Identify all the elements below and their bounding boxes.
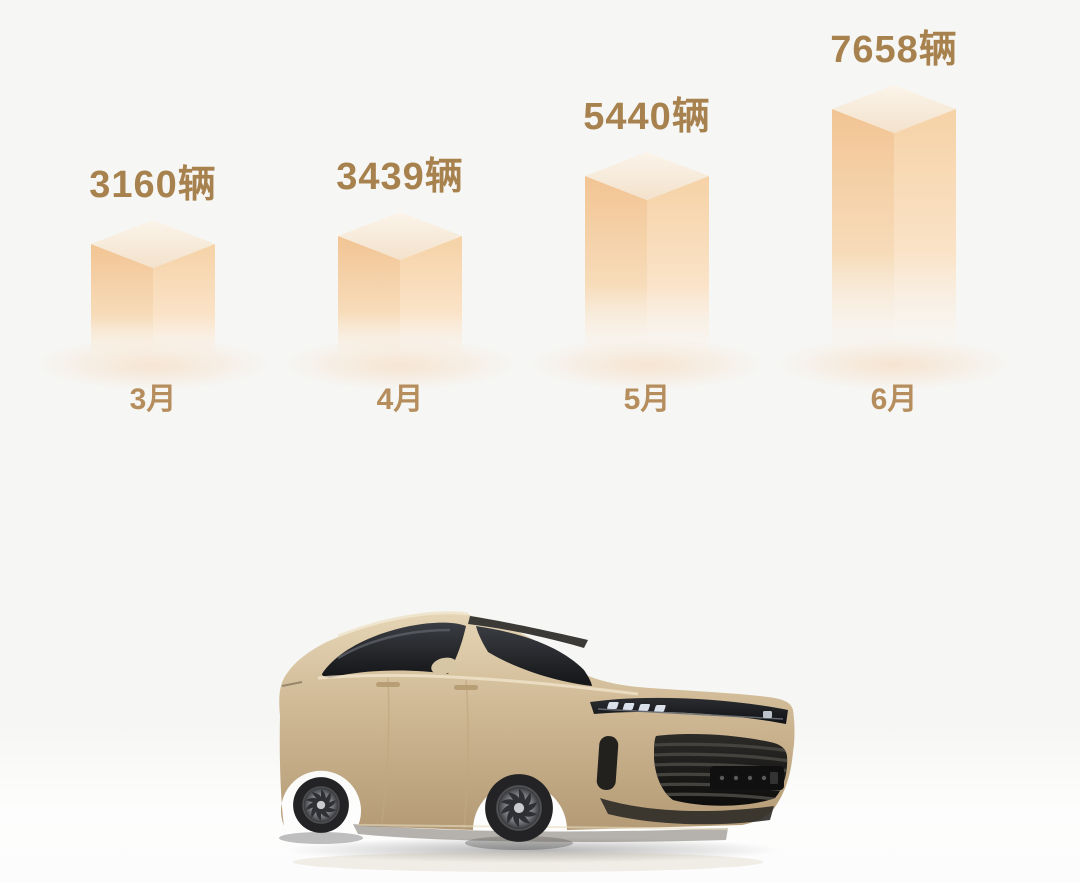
bar-month-label: 5月 xyxy=(623,383,671,416)
car-side-windows xyxy=(322,622,466,678)
car-headlight-strip xyxy=(590,697,788,724)
sales-chart: 3160辆 3月 3439辆 4月 5440辆 5月 7658辆 6月 xyxy=(0,0,1080,440)
car-ground-shadow xyxy=(285,837,781,863)
bar-value-label: 7658辆 xyxy=(830,29,958,71)
car-image xyxy=(258,582,803,882)
car-front-sensor-plate xyxy=(710,766,784,790)
bar-3d-column xyxy=(338,212,462,375)
suv-illustration xyxy=(279,611,795,872)
car-roof-glass xyxy=(468,616,588,648)
bar-3d-column xyxy=(832,85,956,375)
bar-3d-column xyxy=(91,220,215,375)
bar-month-label: 6月 xyxy=(870,383,918,416)
bar-value-label: 5440辆 xyxy=(583,96,711,138)
car-front-wheel xyxy=(484,773,554,843)
bar-value-label: 3160辆 xyxy=(89,164,217,206)
car-windshield xyxy=(476,626,592,686)
bar-month-label: 3月 xyxy=(129,383,177,416)
car-rear-wheel xyxy=(292,776,350,834)
bar-month-label: 4月 xyxy=(376,383,424,416)
bar-value-label: 3439辆 xyxy=(336,156,464,198)
bar-3d-column xyxy=(585,152,709,375)
car-drl-elements xyxy=(607,702,666,712)
car-side-mirror xyxy=(431,657,457,675)
car-air-intake xyxy=(596,736,619,791)
